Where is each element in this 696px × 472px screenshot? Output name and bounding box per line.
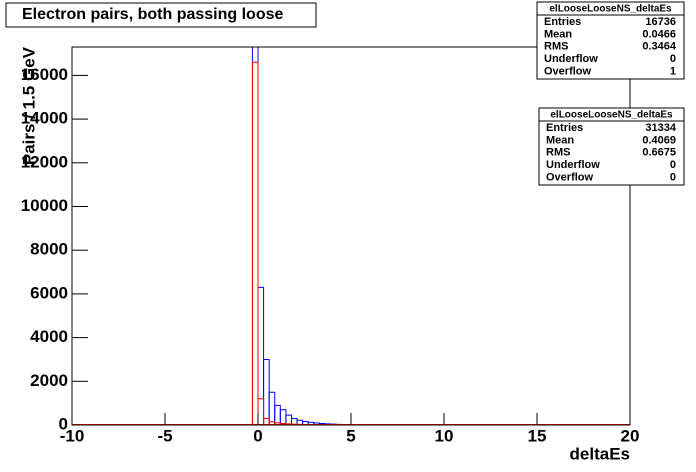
chart-title: Electron pairs, both passing loose (22, 6, 283, 23)
stats-value: 31334 (645, 122, 676, 134)
stats-value: 0.0466 (642, 28, 676, 40)
stats-title: elLooseLooseNS_deltaEs (550, 110, 673, 121)
y-tick-label: 14000 (21, 109, 68, 128)
stats-value: 16736 (645, 16, 676, 28)
stats-value: 0.6675 (642, 147, 676, 159)
x-tick-label: -5 (157, 426, 172, 445)
histogram-bar (251, 61, 259, 425)
stats-value: 1 (670, 66, 676, 78)
histogram-bar (257, 398, 265, 425)
x-tick-label: 0 (253, 426, 262, 445)
stats-label: Underflow (544, 53, 598, 65)
stats-label: Entries (544, 16, 581, 28)
y-tick-label: 8000 (30, 240, 68, 259)
y-axis-label: Pairs / 1.5 GeV (19, 46, 38, 165)
stats-value: 0 (670, 53, 676, 65)
y-tick-label: 10000 (21, 196, 68, 215)
y-tick-label: 6000 (30, 283, 68, 302)
x-tick-label: 20 (621, 426, 640, 445)
x-tick-label: 15 (528, 426, 547, 445)
y-tick-label: 12000 (21, 152, 68, 171)
stats-label: Overflow (544, 66, 592, 78)
stats-label: RMS (544, 41, 568, 53)
stats-label: Mean (544, 28, 572, 40)
x-tick-label: 10 (435, 426, 454, 445)
x-axis-label: deltaEs (570, 444, 630, 463)
y-tick-label: 0 (59, 414, 68, 433)
x-tick-label: 5 (346, 426, 355, 445)
stats-label: Underflow (546, 159, 600, 171)
y-tick-label: 16000 (21, 65, 68, 84)
y-tick-label: 4000 (30, 327, 68, 346)
stats-label: RMS (546, 147, 570, 159)
stats-title: elLooseLooseNS_deltaEs (549, 4, 672, 15)
stats-value: 0 (670, 159, 676, 171)
stats-value: 0.3464 (642, 41, 677, 53)
y-tick-label: 2000 (30, 371, 68, 390)
stats-value: 0 (670, 172, 676, 184)
x-tick-label: -10 (60, 426, 85, 445)
title-box (5, 2, 317, 28)
stats-label: Mean (546, 134, 574, 146)
stats-label: Entries (546, 122, 583, 134)
stats-label: Overflow (546, 172, 594, 184)
stats-value: 0.4069 (642, 134, 676, 146)
